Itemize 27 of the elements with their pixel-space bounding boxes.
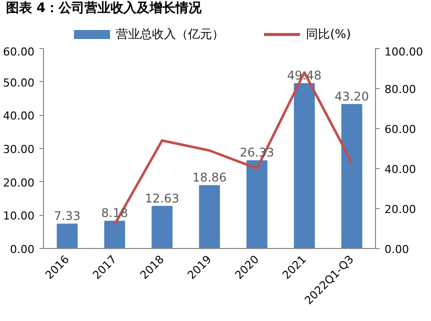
- y-tick-label: 0.00: [10, 243, 35, 256]
- bar: [199, 185, 220, 248]
- y2-tick-label: 0.00: [384, 243, 409, 256]
- data-label: 18.86: [192, 170, 227, 185]
- y-tick-label: 50.00: [3, 76, 35, 90]
- data-label: 7.33: [54, 209, 81, 224]
- bar: [152, 206, 173, 248]
- bar: [294, 83, 315, 248]
- bar: [246, 160, 268, 248]
- bar: [341, 104, 362, 248]
- y-tick-label: 40.00: [3, 110, 35, 123]
- chart-title: 图表 4：公司营业收入及增长情况: [6, 0, 202, 18]
- y2-tick-label: 60.00: [384, 123, 416, 136]
- y-tick-label: 20.00: [3, 176, 35, 190]
- bar: [56, 224, 78, 248]
- y2-tick-label: 80.00: [384, 83, 416, 96]
- y-tick-label: 60.00: [3, 46, 35, 58]
- data-label: 43.20: [334, 90, 369, 104]
- y2-tick-label: 20.00: [384, 203, 416, 216]
- y2-tick-label: 40.00: [384, 163, 416, 176]
- legend-label: 同比(%): [306, 27, 351, 42]
- legend-label: 营业总收入（亿元）: [116, 27, 224, 42]
- y-tick-label: 10.00: [3, 210, 35, 223]
- y-tick-label: 30.00: [3, 143, 35, 156]
- data-label: 12.63: [144, 191, 180, 206]
- bar: [104, 220, 126, 248]
- y2-tick-label: 100.00: [384, 46, 423, 58]
